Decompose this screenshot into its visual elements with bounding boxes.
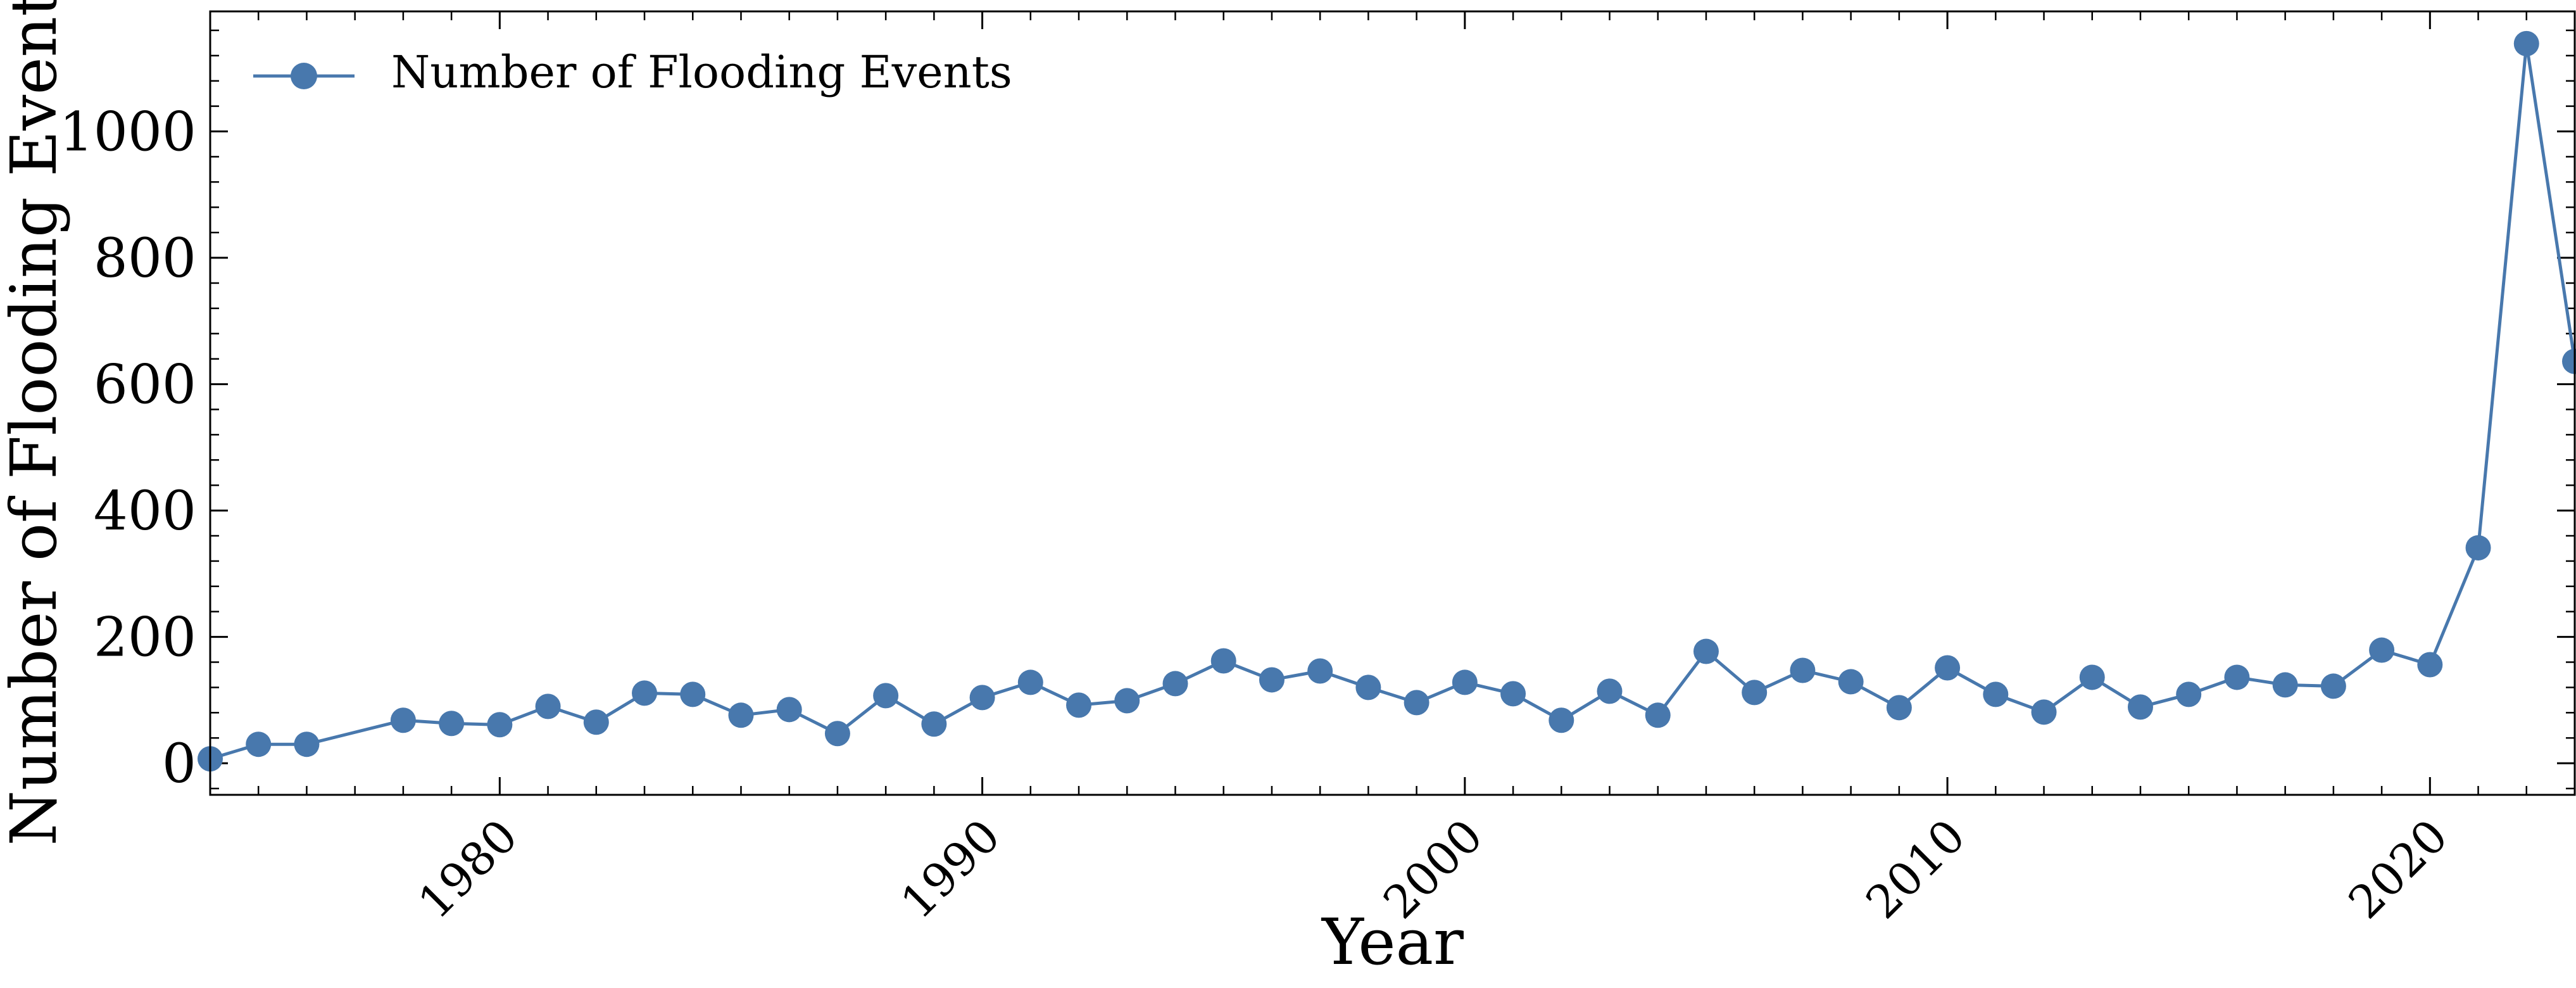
plot-frame: [209, 10, 2576, 796]
x-axis-label: Year: [1321, 905, 1464, 979]
data-point: [728, 702, 754, 728]
y-tick-label: 600: [94, 354, 196, 417]
x-tick-label: 1990: [891, 809, 1010, 929]
y-tick-label: 400: [94, 480, 196, 543]
data-point: [824, 721, 850, 747]
data-point: [1742, 680, 1768, 706]
y-tick-label: 0: [162, 733, 196, 795]
data-point: [1983, 681, 2009, 707]
data-point: [1886, 695, 1912, 721]
data-point: [1549, 707, 1574, 733]
data-point: [2513, 30, 2539, 56]
data-point: [2176, 681, 2202, 707]
data-point: [2369, 637, 2395, 663]
data-point: [535, 694, 561, 719]
data-point: [1210, 648, 1236, 674]
x-tick-label: 2010: [1856, 809, 1975, 929]
data-point: [1935, 655, 1961, 681]
y-tick-label: 200: [94, 607, 196, 669]
data-point: [2320, 673, 2346, 699]
legend-marker: [291, 63, 317, 89]
x-tick-label: 2020: [2338, 809, 2458, 929]
plot-area: [210, 11, 2575, 795]
data-point: [2562, 348, 2576, 374]
x-tick-label: 1980: [408, 809, 527, 929]
data-point: [1452, 669, 1478, 695]
data-point: [1162, 671, 1188, 697]
data-point: [1404, 690, 1429, 716]
data-point: [1114, 688, 1140, 714]
data-point: [1066, 692, 1092, 718]
data-point: [2031, 699, 2057, 725]
data-point: [1259, 667, 1285, 693]
data-point: [1307, 658, 1333, 684]
data-point: [2127, 694, 2153, 720]
legend-label: Number of Flooding Events: [391, 46, 1012, 98]
data-point: [487, 712, 513, 738]
data-point: [1597, 678, 1623, 704]
data-point: [2417, 652, 2443, 678]
data-point: [2079, 664, 2105, 690]
data-point: [439, 711, 465, 737]
data-point: [1838, 669, 1864, 695]
major-ticks: [210, 11, 2575, 795]
data-point: [632, 680, 658, 706]
series-layer: [198, 30, 2576, 772]
data-point: [1355, 674, 1381, 700]
data-point: [969, 685, 995, 711]
data-point: [776, 697, 802, 723]
data-point: [2224, 664, 2250, 690]
data-point: [1693, 638, 1719, 664]
data-point: [1017, 669, 1043, 695]
y-tick-label: 1000: [60, 101, 196, 164]
data-point: [2272, 672, 2298, 698]
data-point: [1500, 681, 1526, 707]
data-point: [390, 707, 416, 733]
data-point: [246, 732, 272, 757]
data-point: [1645, 702, 1671, 728]
y-tick-label: 800: [94, 227, 196, 290]
legend: Number of Flooding Events: [253, 46, 1012, 98]
data-point: [921, 711, 947, 737]
data-point: [2465, 535, 2491, 560]
data-point: [583, 709, 609, 735]
data-point: [1790, 657, 1816, 683]
data-point: [294, 732, 320, 757]
data-point: [873, 683, 899, 709]
y-axis-label: Number of Flooding Events: [0, 0, 71, 846]
data-point: [680, 681, 706, 707]
